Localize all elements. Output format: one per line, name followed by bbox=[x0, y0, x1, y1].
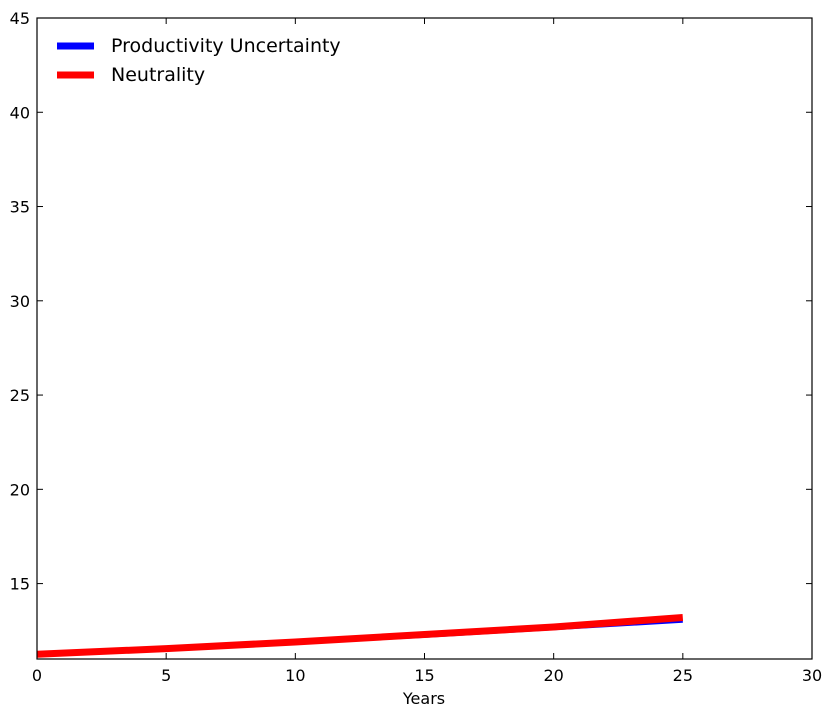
ticks-layer: 0 5 10 15 20 25 30 15 20 25 30 35 40 45 bbox=[10, 9, 823, 685]
legend-label-2: Neutrality bbox=[111, 64, 205, 86]
y-tick-label: 35 bbox=[10, 198, 30, 217]
x-tick-label: 30 bbox=[802, 666, 822, 685]
x-tick-label: 25 bbox=[673, 666, 693, 685]
plot-area bbox=[37, 18, 812, 659]
y-tick-label: 45 bbox=[10, 9, 30, 28]
legend-label-1: Productivity Uncertainty bbox=[111, 35, 341, 57]
x-tick-label: 20 bbox=[543, 666, 563, 685]
x-tick-label: 5 bbox=[161, 666, 171, 685]
x-tick-label: 10 bbox=[285, 666, 305, 685]
series-layer bbox=[37, 614, 684, 658]
legend: Productivity Uncertainty Neutrality bbox=[57, 35, 341, 86]
y-tick-label: 25 bbox=[10, 386, 30, 405]
y-tick-label: 15 bbox=[10, 575, 30, 594]
y-tick-label: 40 bbox=[10, 103, 30, 122]
series-line-2 bbox=[37, 614, 684, 658]
x-axis-label: Years bbox=[402, 689, 445, 708]
x-tick-label: 15 bbox=[414, 666, 434, 685]
x-tick-label: 0 bbox=[32, 666, 42, 685]
y-tick-label: 20 bbox=[10, 480, 30, 499]
y-tick-label: 30 bbox=[10, 292, 30, 311]
